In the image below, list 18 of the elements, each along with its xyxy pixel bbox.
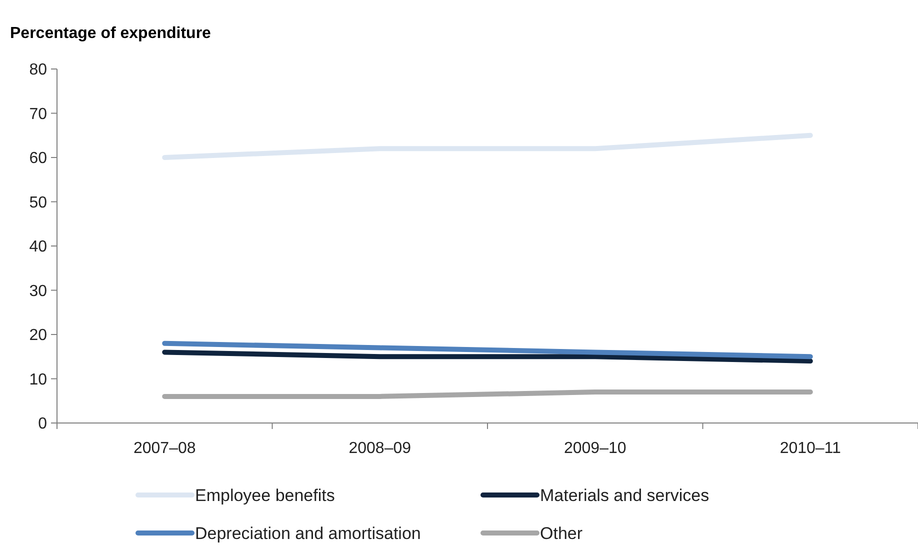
y-tick-label: 50	[29, 194, 48, 212]
y-tick-label: 20	[29, 327, 48, 344]
y-axis-title: Percentage of expenditure	[10, 25, 212, 42]
x-tick-label: 2010–11	[780, 440, 842, 457]
legend-label: Other	[540, 524, 583, 543]
y-tick-label: 30	[29, 282, 48, 300]
y-tick-label: 80	[29, 62, 48, 79]
y-tick-label: 0	[38, 416, 48, 433]
y-tick-label: 40	[29, 238, 48, 256]
legend-label: Employee benefits	[195, 486, 335, 505]
y-tick-label: 60	[29, 150, 48, 168]
x-tick-label: 2007–08	[133, 440, 196, 457]
y-tick-label: 70	[29, 106, 48, 123]
x-tick-label: 2008–09	[348, 440, 412, 457]
x-tick-label: 2009–10	[564, 440, 626, 457]
legend-label: Materials and services	[540, 486, 710, 505]
legend-label: Depreciation and amortisation	[195, 524, 421, 543]
y-tick-label: 10	[29, 371, 48, 388]
